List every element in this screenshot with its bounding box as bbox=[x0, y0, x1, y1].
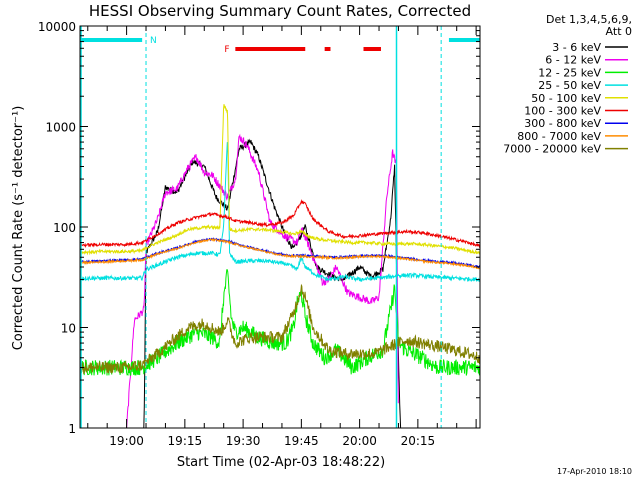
x-tick-label: 19:45 bbox=[284, 434, 319, 448]
legend-entry: 7000 - 20000 keV bbox=[503, 143, 628, 156]
series-line-4 bbox=[79, 104, 480, 256]
legend-label: 25 - 50 keV bbox=[538, 79, 601, 92]
series-line-3 bbox=[79, 141, 481, 283]
y-axis-label: Corrected Count Rate (s⁻¹ detector⁻¹) bbox=[11, 106, 26, 351]
plot-area: N F 1 10 100 1000 10000 19:00 19:15 19:30 19:45 20:… bbox=[38, 20, 481, 448]
night-label: N bbox=[150, 36, 157, 46]
legend-label: 7000 - 20000 keV bbox=[503, 143, 601, 156]
series-line-8 bbox=[79, 283, 480, 375]
y-tick-label: 10000 bbox=[38, 20, 76, 34]
legend-entry: 800 - 7000 keV bbox=[517, 130, 628, 143]
legend-entry: 300 - 800 keV bbox=[524, 117, 628, 130]
footer-timestamp: 17-Apr-2010 18:10 bbox=[557, 467, 632, 476]
series-line-1 bbox=[126, 133, 399, 429]
legend-entry: 12 - 25 keV bbox=[538, 66, 628, 79]
legend-entry: 50 - 100 keV bbox=[531, 92, 628, 105]
x-tick-label: 19:00 bbox=[109, 434, 144, 448]
x-tick-label: 19:15 bbox=[168, 434, 203, 448]
legend-label: 3 - 6 keV bbox=[552, 41, 601, 54]
legend-entry: 100 - 300 keV bbox=[524, 105, 628, 118]
flare-label: F bbox=[224, 45, 229, 55]
legend-header-line: Att 0 bbox=[606, 25, 632, 38]
x-tick-label: 19:30 bbox=[226, 434, 261, 448]
legend-entry: 6 - 12 keV bbox=[545, 54, 628, 67]
legend-label: 50 - 100 keV bbox=[531, 92, 601, 105]
y-axis: 1 10 100 1000 10000 bbox=[38, 20, 480, 436]
legend-label: 300 - 800 keV bbox=[524, 117, 601, 130]
legend-label: 100 - 300 keV bbox=[524, 105, 601, 118]
y-tick-label: 1000 bbox=[45, 121, 76, 135]
x-tick-label: 20:15 bbox=[401, 434, 436, 448]
y-tick-label: 100 bbox=[53, 221, 76, 235]
legend-entry: 3 - 6 keV bbox=[552, 41, 628, 54]
y-tick-label: 1 bbox=[68, 422, 76, 436]
series-line-7 bbox=[79, 238, 480, 270]
y-tick-label: 10 bbox=[61, 322, 76, 336]
series-line-5 bbox=[79, 199, 481, 249]
legend-entry: 25 - 50 keV bbox=[538, 79, 628, 92]
legend-label: 12 - 25 keV bbox=[538, 66, 601, 79]
legend-label: 6 - 12 keV bbox=[545, 54, 601, 67]
chart-title: HESSI Observing Summary Count Rates, Cor… bbox=[89, 2, 471, 20]
x-tick-label: 20:00 bbox=[342, 434, 377, 448]
legend-label: 800 - 7000 keV bbox=[517, 130, 601, 143]
x-axis: 19:00 19:15 19:30 19:45 20:00 20:15 bbox=[87, 26, 477, 448]
x-axis-label: Start Time (02-Apr-03 18:48:22) bbox=[177, 455, 385, 470]
legend-header-line: Det 1,3,4,5,6,9, bbox=[546, 13, 632, 26]
